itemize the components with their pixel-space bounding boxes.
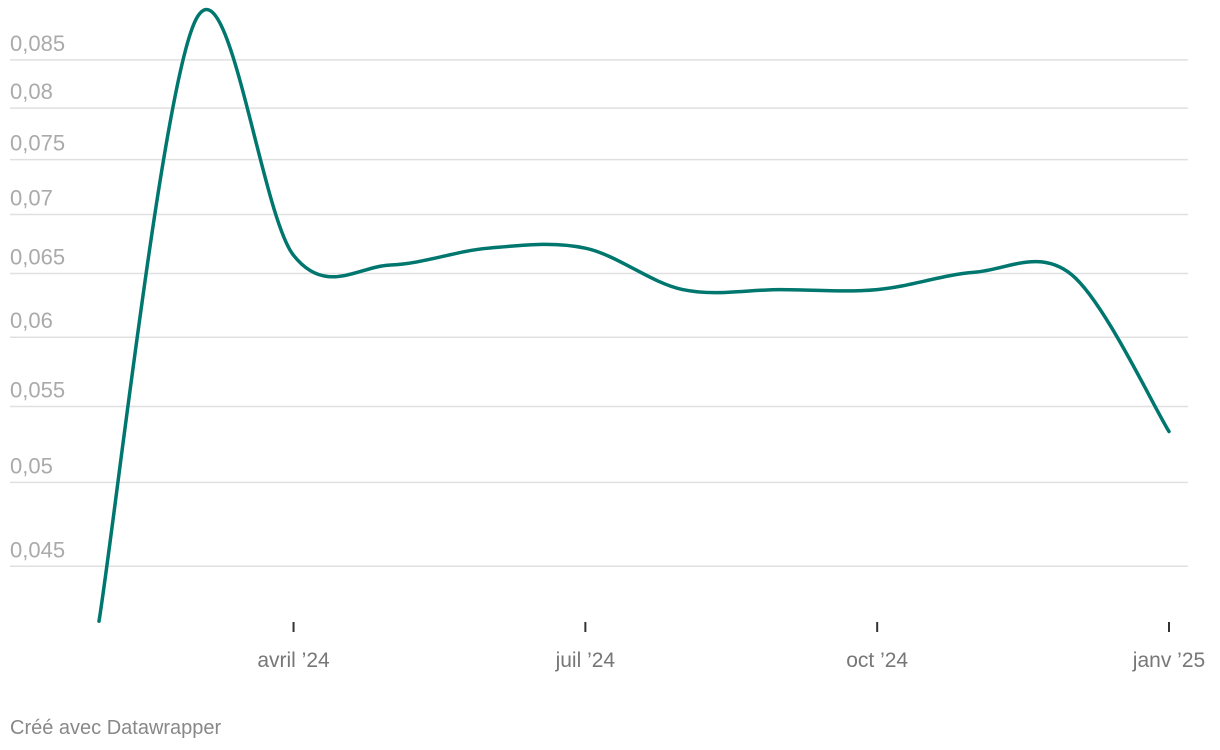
y-tick-label: 0,085	[10, 31, 65, 56]
x-tick-label: janv ’25	[1132, 649, 1205, 672]
y-tick-label: 0,065	[10, 245, 65, 270]
line	[97, 7, 1171, 623]
y-tick-label: 0,07	[10, 185, 53, 210]
footer: Créé avec Datawrapper	[10, 717, 222, 739]
y-tick-label: 0,06	[10, 308, 53, 333]
y-tick-label: 0,045	[10, 537, 65, 562]
y-tick-label: 0,08	[10, 79, 53, 104]
y-tick-label: 0,05	[10, 453, 53, 478]
x-tick-label: juil ’24	[555, 649, 616, 672]
x-tick-label: oct ’24	[846, 649, 908, 672]
x-tick-label: avril ’24	[257, 649, 330, 672]
y-tick-label: 0,075	[10, 131, 65, 156]
y-tick-label: 0,055	[10, 378, 65, 403]
